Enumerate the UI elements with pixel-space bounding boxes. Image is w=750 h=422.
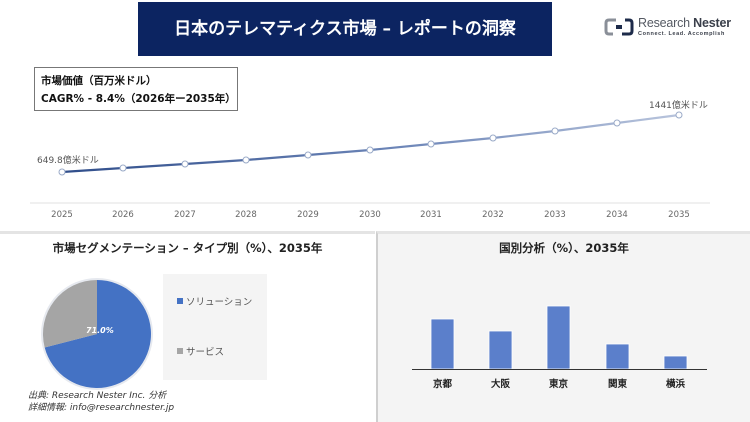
line-data-points (58, 111, 683, 176)
x-tick: 2034 (606, 210, 628, 220)
segmentation-panel: 市場セグメンテーション – タイプ別（%）、2035年 71.0% ソリューショ… (0, 231, 375, 422)
bar-label: 横浜 (665, 379, 685, 390)
x-tick: 2025 (51, 210, 73, 220)
source-text: 出典: Research Nester Inc. 分析 (28, 391, 167, 401)
bar-kyoto (430, 318, 455, 370)
x-tick: 2032 (482, 210, 504, 220)
pie-slice-service (42, 280, 97, 348)
country-analysis-panel: 国別分析（%）、2035年 京都 大阪 東京 関東 横浜 (376, 231, 750, 422)
x-tick: 2027 (174, 210, 196, 220)
legend-item-solution: ソリューション (177, 294, 252, 308)
bar-label: 東京 (548, 379, 568, 390)
segmentation-title: 市場セグメンテーション – タイプ別（%）、2035年 (52, 241, 323, 255)
bar-yokohama (663, 355, 688, 370)
bar-label: 関東 (607, 379, 627, 390)
pie-center-label: 71.0% (86, 326, 114, 335)
source-note: 出典: Research Nester Inc. 分析 詳細情報: info@r… (28, 390, 174, 414)
x-tick: 2028 (235, 210, 257, 220)
cagr-label: CAGR% - 8.4%（2026年ー2035年） (41, 93, 236, 105)
bar-kanto (605, 343, 630, 370)
x-tick: 2033 (544, 210, 566, 220)
x-tick: 2030 (359, 210, 381, 220)
line-chart-plot (30, 111, 710, 204)
contact-text: 詳細情報: info@researchnester.jp (28, 403, 175, 413)
x-tick: 2029 (297, 210, 319, 220)
x-tick: 2035 (668, 210, 690, 220)
x-tick: 2026 (112, 210, 134, 220)
market-value-info-box: 市場価値（百万米ドル） CAGR% - 8.4%（2026年ー2035年） (34, 67, 238, 111)
country-analysis-title: 国別分析（%）、2035年 (499, 241, 629, 255)
start-value-label: 649.8億米ドル (37, 156, 99, 166)
logo-tagline: Connect. Lead. Accomplish (638, 30, 725, 37)
pie-slice-solution (44, 280, 151, 388)
bar-label: 京都 (432, 379, 452, 390)
report-title: 日本のテレマティクス市場 – レポートの洞察 (174, 19, 516, 39)
bar-osaka (488, 330, 513, 370)
bar-tokyo (546, 305, 571, 370)
legend-item-service: サービス (177, 344, 224, 358)
research-nester-logo-icon (604, 17, 634, 37)
logo-name: Research Nester (638, 16, 731, 30)
x-tick: 2031 (420, 210, 442, 220)
pie-legend: ソリューション サービス (163, 274, 267, 380)
end-value-label: 1441億米ドル (649, 101, 708, 111)
market-value-label: 市場価値（百万米ドル） (41, 75, 157, 87)
bar-label: 大阪 (490, 379, 510, 390)
research-nester-logo: Research Nester Connect. Lead. Accomplis… (604, 14, 744, 40)
legend-swatch-icon (177, 298, 183, 304)
legend-swatch-icon (177, 348, 183, 354)
type-pie-chart (41, 278, 153, 390)
country-bar-chart (412, 305, 707, 370)
report-title-banner: 日本のテレマティクス市場 – レポートの洞察 (138, 2, 552, 56)
